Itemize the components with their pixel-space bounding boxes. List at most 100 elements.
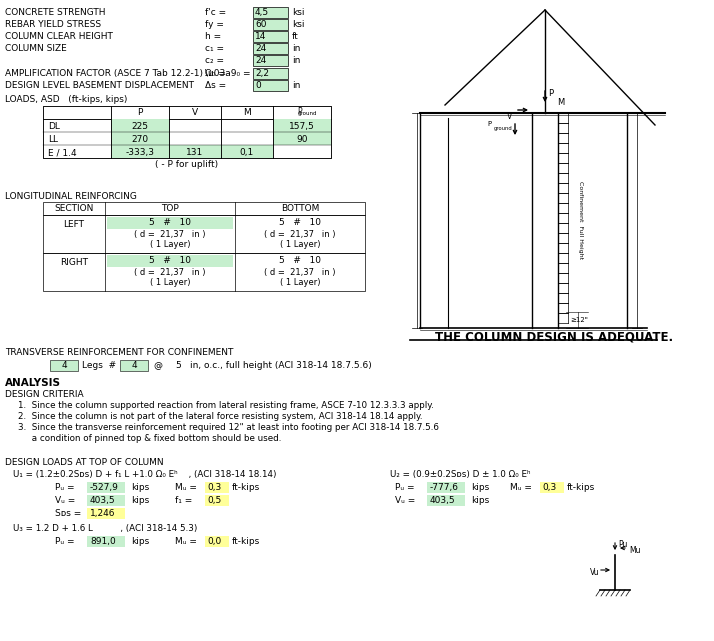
Bar (205, 495, 229, 506)
Text: ( 1 Layer): ( 1 Layer) (280, 240, 321, 249)
Text: ( d =  21,37   in ): ( d = 21,37 in ) (134, 268, 206, 277)
Bar (43, 106, 331, 158)
Text: 0,0: 0,0 (207, 537, 221, 546)
Bar (253, 80, 288, 91)
Text: 2,2: 2,2 (255, 69, 269, 78)
Text: Mᵤ =: Mᵤ = (175, 483, 197, 492)
Text: Mᵤ =: Mᵤ = (510, 483, 532, 492)
Text: in: in (292, 44, 301, 53)
Bar (253, 43, 288, 54)
Text: ft-kips: ft-kips (567, 483, 595, 492)
Text: 403,5: 403,5 (430, 496, 456, 505)
Bar (427, 495, 465, 506)
Text: ft-kips: ft-kips (232, 483, 260, 492)
Text: 3.  Since the transverse reinforcement required 12" at least into footing per AC: 3. Since the transverse reinforcement re… (18, 423, 439, 432)
Text: Legs  #: Legs # (82, 361, 116, 370)
Text: LOADS, ASD   (ft-kips, kips): LOADS, ASD (ft-kips, kips) (5, 95, 127, 104)
Text: 270: 270 (131, 135, 149, 144)
Bar (540, 482, 564, 493)
Text: LL: LL (48, 135, 58, 144)
Text: P: P (298, 107, 302, 116)
Text: Vᵤ =: Vᵤ = (395, 496, 416, 505)
Text: 0: 0 (255, 81, 261, 90)
Text: 891,0: 891,0 (90, 537, 116, 546)
Text: 24: 24 (255, 56, 266, 65)
Text: 2.  Since the column is not part of the lateral force resisting system, ACI 318-: 2. Since the column is not part of the l… (18, 412, 423, 421)
Text: ground: ground (297, 111, 317, 116)
Text: 131: 131 (186, 148, 203, 157)
Bar (87, 495, 125, 506)
Text: 0,3: 0,3 (207, 483, 221, 492)
Text: Δs =: Δs = (205, 81, 226, 90)
Text: c₂ =: c₂ = (205, 56, 224, 65)
Text: DESIGN LOADS AT TOP OF COLUMN: DESIGN LOADS AT TOP OF COLUMN (5, 458, 164, 467)
Text: E / 1.4: E / 1.4 (48, 148, 76, 157)
Bar (253, 19, 288, 30)
Text: BOTTOM: BOTTOM (281, 204, 319, 213)
Text: Vu: Vu (590, 568, 600, 577)
Text: f'c =: f'c = (205, 8, 226, 17)
Bar (107, 217, 233, 229)
Text: -777,6: -777,6 (430, 483, 459, 492)
Bar (50, 360, 78, 371)
Text: ksi: ksi (292, 8, 304, 17)
Text: 5   #   10: 5 # 10 (149, 218, 191, 227)
Bar (253, 55, 288, 66)
Text: Pᵤ =: Pᵤ = (55, 483, 74, 492)
Bar (43, 106, 331, 119)
Text: Sᴅs =: Sᴅs = (55, 509, 81, 518)
Bar (43, 119, 331, 158)
Text: h =: h = (205, 32, 221, 41)
Bar (120, 360, 148, 371)
Text: V: V (507, 112, 512, 121)
Text: f₁ =: f₁ = (175, 496, 192, 505)
Bar (205, 536, 229, 547)
Text: Ω₀ =: Ω₀ = (205, 69, 226, 78)
Text: 225: 225 (131, 122, 149, 131)
Text: ≥12": ≥12" (570, 317, 588, 323)
Text: CONCRETE STRENGTH: CONCRETE STRENGTH (5, 8, 106, 17)
Text: 1.  Since the column supported reaction from lateral resisting frame, ASCE 7-10 : 1. Since the column supported reaction f… (18, 401, 433, 410)
Text: COLUMN SIZE: COLUMN SIZE (5, 44, 66, 53)
Text: 4,5: 4,5 (255, 8, 269, 17)
Text: 403,5: 403,5 (90, 496, 116, 505)
Text: ( 1 Layer): ( 1 Layer) (150, 240, 190, 249)
Text: P: P (548, 89, 553, 98)
Text: LEFT: LEFT (64, 220, 84, 229)
Bar (43, 202, 365, 215)
Text: RIGHT: RIGHT (60, 258, 88, 267)
Text: -333,3: -333,3 (126, 148, 154, 157)
Text: in, o.c., full height (ACI 318-14 18.7.5.6): in, o.c., full height (ACI 318-14 18.7.5… (190, 361, 372, 370)
Text: ksi: ksi (292, 20, 304, 29)
Text: REBAR YIELD STRESS: REBAR YIELD STRESS (5, 20, 101, 29)
Text: ( - P for uplift): ( - P for uplift) (156, 160, 218, 169)
Text: 0,1: 0,1 (240, 148, 254, 157)
Bar (253, 68, 288, 79)
Text: AMPLIFICATION FACTOR (ASCE 7 Tab 12.2-1): AMPLIFICATION FACTOR (ASCE 7 Tab 12.2-1) (5, 69, 203, 78)
Text: DL: DL (48, 122, 60, 131)
Text: SECTION: SECTION (54, 204, 94, 213)
Text: COLUMN CLEAR HEIGHT: COLUMN CLEAR HEIGHT (5, 32, 113, 41)
Text: U₂ = (0.9±0.2Sᴅs) D ± 1.0 Ω₀ Eʰ: U₂ = (0.9±0.2Sᴅs) D ± 1.0 Ω₀ Eʰ (390, 470, 531, 479)
Text: 0,3: 0,3 (542, 483, 556, 492)
Text: \u03a9₀ =: \u03a9₀ = (205, 69, 251, 78)
Text: Pᵤ =: Pᵤ = (55, 537, 74, 546)
Text: ( d =  21,37   in ): ( d = 21,37 in ) (264, 230, 336, 239)
Text: 0,5: 0,5 (207, 496, 221, 505)
Text: TOP: TOP (161, 204, 179, 213)
Text: V: V (192, 108, 198, 117)
Text: 5   #   10: 5 # 10 (279, 256, 321, 265)
Text: 5   #   10: 5 # 10 (149, 256, 191, 265)
Text: THE COLUMN DESIGN IS ADEQUATE.: THE COLUMN DESIGN IS ADEQUATE. (435, 330, 673, 343)
Text: kips: kips (131, 483, 149, 492)
Text: P: P (137, 108, 143, 117)
Text: kips: kips (471, 496, 489, 505)
Text: 4: 4 (131, 361, 137, 370)
Bar (169, 145, 221, 158)
Text: -527,9: -527,9 (90, 483, 119, 492)
Text: in: in (292, 81, 301, 90)
Text: DESIGN CRITERIA: DESIGN CRITERIA (5, 390, 84, 399)
Text: in: in (292, 56, 301, 65)
Bar (107, 255, 233, 267)
Text: ( d =  21,37   in ): ( d = 21,37 in ) (134, 230, 206, 239)
